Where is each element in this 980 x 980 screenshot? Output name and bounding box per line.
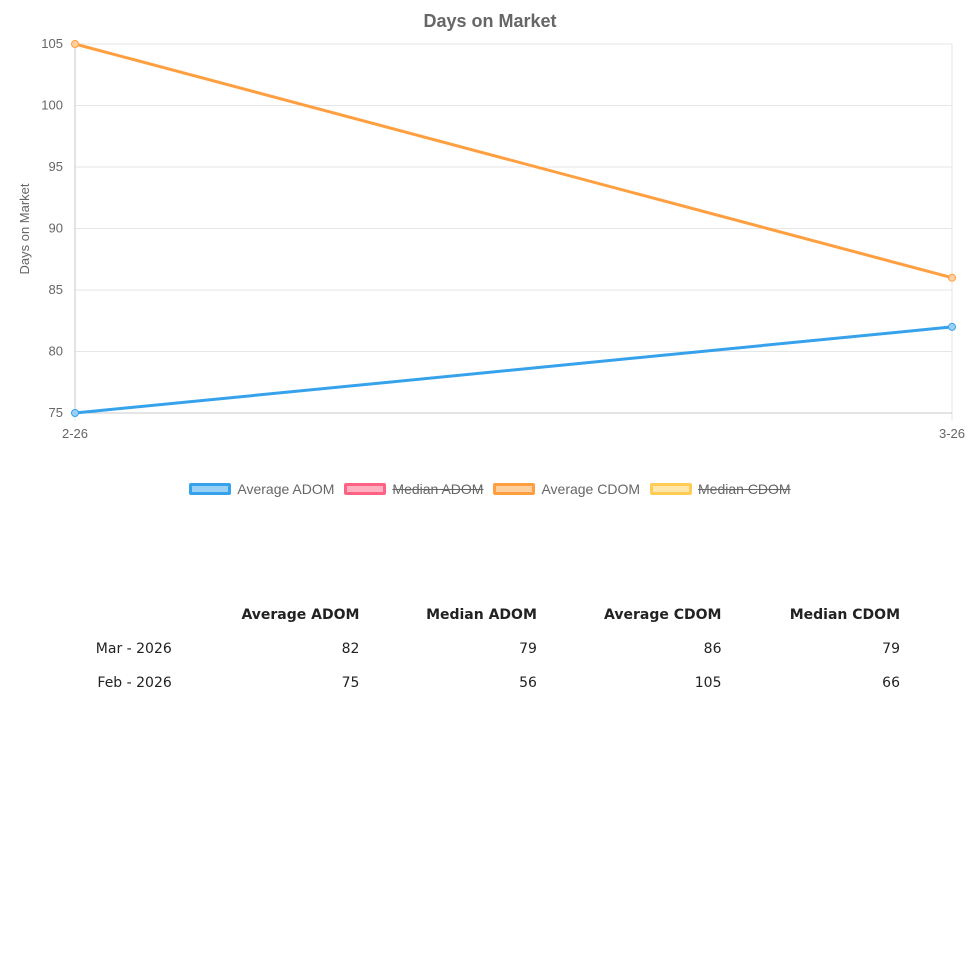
table-header-average-adom: Average ADOM	[241, 607, 360, 623]
legend-item-median-adom[interactable]: Median ADOM	[344, 481, 483, 497]
data-point-average-adom[interactable]	[948, 322, 956, 331]
data-point-average-adom[interactable]	[71, 409, 79, 417]
data-table-container: Average ADOM Median ADOM Average CDOM Me…	[80, 598, 900, 700]
x-tick-label: 3-26	[939, 426, 965, 441]
table-row: Mar - 2026 82 79 86 79	[80, 632, 900, 666]
y-tick-label: 80	[49, 344, 63, 359]
data-point-average-cdom[interactable]	[948, 273, 956, 282]
series-line-average-adom	[74, 325, 953, 415]
legend-swatch	[650, 483, 693, 495]
y-tick-labels: 75 80 85 90 95 100 105	[41, 36, 63, 420]
series-group	[71, 40, 956, 417]
axes	[74, 44, 952, 414]
table-cell: 82	[341, 641, 360, 657]
y-tick-label: 75	[49, 405, 63, 420]
table-cell: 79	[882, 641, 900, 657]
y-tick-label: 85	[49, 282, 63, 297]
y-axis-label: Days on Market	[17, 183, 32, 274]
table-cell: 105	[694, 675, 722, 691]
legend-swatch	[189, 483, 232, 495]
table-cell: 86	[703, 641, 722, 657]
y-tick-label: 95	[49, 159, 63, 174]
x-tick-label: 2-26	[62, 426, 88, 441]
series-line-average-cdom	[74, 42, 953, 280]
legend-item-average-cdom[interactable]: Average CDOM	[493, 481, 640, 497]
line-chart: Days on Market Days on Market 75 80 85 90 95…	[17, 11, 965, 441]
data-point-average-cdom[interactable]	[71, 40, 79, 48]
legend-label: Average CDOM	[541, 481, 641, 497]
chart-title: Days on Market	[423, 11, 556, 31]
legend-label: Average ADOM	[237, 481, 335, 497]
y-tick-label: 105	[41, 36, 63, 51]
y-tick-label: 100	[41, 98, 63, 113]
table-row: Feb - 2026 75 56 105 66	[80, 666, 900, 700]
table-header-average-cdom: Average CDOM	[604, 607, 722, 623]
legend-label: Median CDOM	[698, 481, 791, 497]
table-header-median-adom: Median ADOM	[426, 607, 537, 623]
chart-legend: Average ADOM Median ADOM Average CDOM Media…	[0, 478, 980, 500]
table-cell-period: Mar - 2026	[95, 641, 172, 657]
table-header-cell	[80, 598, 172, 632]
data-table: Average ADOM Median ADOM Average CDOM Me…	[80, 598, 900, 700]
legend-swatch	[493, 483, 536, 495]
y-tick-label: 90	[49, 221, 63, 236]
x-tick-labels: 2-26 3-26	[62, 426, 965, 441]
table-cell: 66	[882, 675, 900, 691]
table-cell-period: Feb - 2026	[97, 675, 172, 691]
legend-label: Median ADOM	[392, 481, 484, 497]
table-header-row: Average ADOM Median ADOM Average CDOM Me…	[80, 598, 900, 632]
legend-item-median-cdom[interactable]: Median CDOM	[650, 481, 791, 497]
grid-lines	[74, 43, 953, 421]
legend-item-average-adom[interactable]: Average ADOM	[189, 481, 334, 497]
table-cell: 56	[519, 675, 537, 691]
table-cell: 79	[519, 641, 537, 657]
table-cell: 75	[341, 675, 360, 691]
table-header-median-cdom: Median CDOM	[789, 607, 900, 623]
legend-swatch	[344, 483, 387, 495]
